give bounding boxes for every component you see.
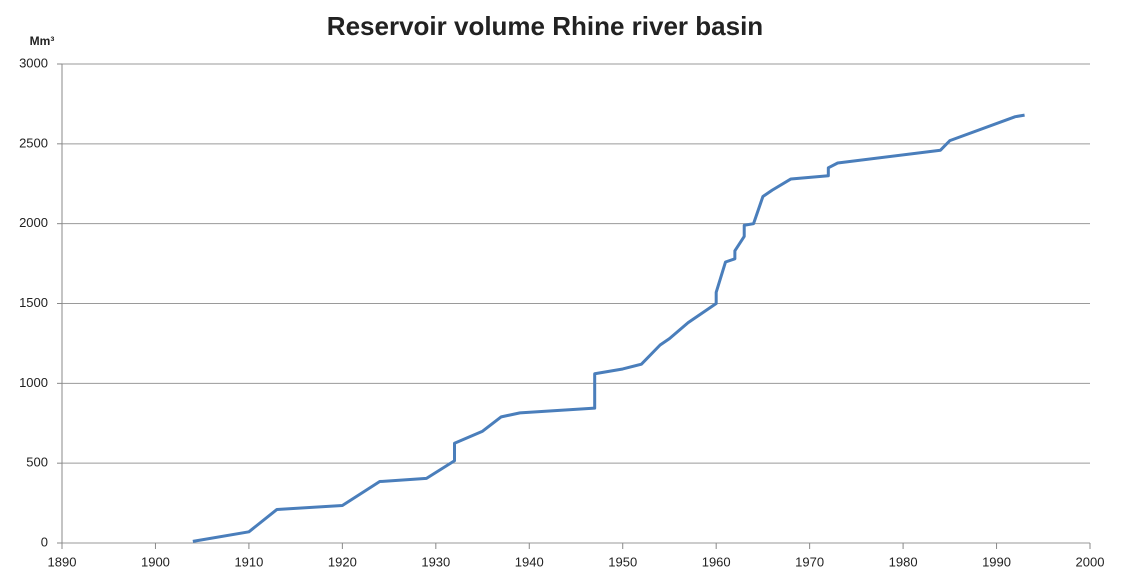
x-tick-label: 1970 [795, 554, 824, 569]
y-tick-label: 0 [41, 534, 48, 549]
y-tick-label: 3000 [19, 55, 48, 70]
x-tick-label: 1960 [702, 554, 731, 569]
x-tick-label: 1930 [421, 554, 450, 569]
x-tick-label: 1920 [328, 554, 357, 569]
x-tick-label: 1980 [889, 554, 918, 569]
y-tick-label: 2500 [19, 135, 48, 150]
x-tick-label: 1950 [608, 554, 637, 569]
y-tick-label: 1500 [19, 295, 48, 310]
x-tick-label: 1890 [48, 554, 77, 569]
x-tick-label: 1990 [982, 554, 1011, 569]
x-tick-label: 1910 [234, 554, 263, 569]
x-tick-label: 2000 [1076, 554, 1105, 569]
chart-title: Reservoir volume Rhine river basin [327, 11, 763, 41]
x-tick-label: 1900 [141, 554, 170, 569]
x-tick-label: 1940 [515, 554, 544, 569]
y-tick-label: 2000 [19, 215, 48, 230]
y-tick-label: 1000 [19, 375, 48, 390]
y-tick-label: 500 [26, 455, 48, 470]
y-axis-label: Mm³ [30, 34, 55, 48]
data-line [192, 113, 1025, 543]
